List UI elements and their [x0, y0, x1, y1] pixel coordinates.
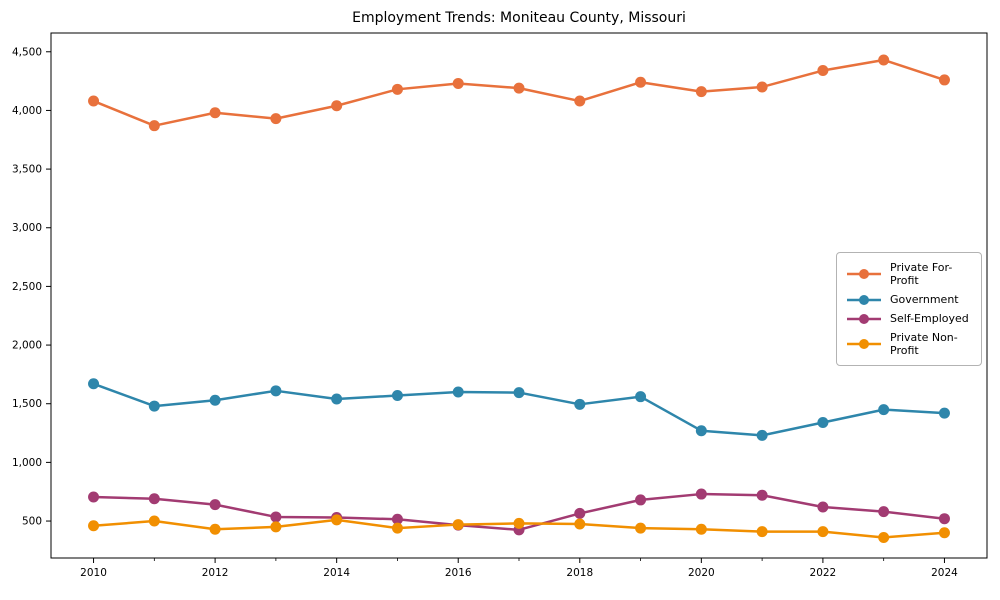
- data-point-private-non-profit-2013: [270, 521, 282, 533]
- x-tick-label: 2010: [80, 567, 107, 579]
- legend-label: Private Non-Profit: [890, 331, 958, 357]
- data-point-private-for-profit-2021: [756, 81, 768, 93]
- data-point-self-employed-2018: [574, 507, 586, 519]
- data-point-government-2019: [635, 391, 647, 403]
- data-point-self-employed-2012: [209, 499, 221, 511]
- legend-entry-private-for-profit: Private For-Profit: [846, 261, 972, 287]
- data-point-self-employed-2011: [148, 493, 160, 505]
- data-point-private-non-profit-2023: [878, 531, 890, 543]
- data-point-government-2024: [938, 407, 950, 419]
- data-point-government-2021: [756, 429, 768, 441]
- legend-line-marker-swatch: [847, 294, 881, 305]
- data-point-private-non-profit-2015: [391, 522, 403, 534]
- data-point-government-2016: [452, 386, 464, 398]
- data-point-private-for-profit-2020: [695, 86, 707, 98]
- data-point-private-for-profit-2012: [209, 107, 221, 119]
- legend-line-marker-swatch: [847, 269, 881, 279]
- data-point-self-employed-2020: [695, 488, 707, 500]
- y-tick-label: 1,500: [12, 398, 42, 410]
- data-point-private-for-profit-2015: [391, 83, 403, 95]
- data-point-private-non-profit-2024: [938, 527, 950, 539]
- data-point-private-non-profit-2016: [452, 519, 464, 531]
- data-point-private-non-profit-2018: [574, 518, 586, 530]
- legend-entry-private-non-profit: Private Non-Profit: [846, 331, 972, 357]
- data-point-government-2011: [148, 400, 160, 412]
- data-point-self-employed-2021: [756, 489, 768, 501]
- data-point-government-2020: [695, 425, 707, 437]
- data-point-private-non-profit-2022: [817, 526, 829, 538]
- data-point-self-employed-2013: [270, 511, 282, 523]
- data-point-private-non-profit-2014: [331, 514, 343, 526]
- y-tick-label: 1,000: [12, 457, 42, 469]
- legend-label: Self-Employed: [890, 312, 969, 325]
- data-point-private-for-profit-2022: [817, 65, 829, 77]
- legend-line-marker-swatch: [847, 313, 881, 324]
- legend-entry-government: Government: [846, 293, 972, 306]
- y-tick-label: 3,000: [12, 222, 42, 234]
- data-point-private-for-profit-2010: [88, 95, 100, 107]
- x-tick-label: 2022: [810, 567, 837, 579]
- data-point-private-for-profit-2018: [574, 95, 586, 107]
- x-tick-label: 2024: [931, 567, 958, 579]
- data-point-private-for-profit-2014: [331, 100, 343, 112]
- data-point-self-employed-2010: [88, 491, 100, 503]
- data-point-private-non-profit-2019: [635, 522, 647, 534]
- data-point-private-non-profit-2012: [209, 523, 221, 535]
- data-point-government-2014: [331, 393, 343, 405]
- chart-legend: Private For-Profit Government Self-Emplo…: [836, 252, 982, 366]
- x-tick-label: 2018: [566, 567, 593, 579]
- data-point-self-employed-2023: [878, 506, 890, 518]
- data-point-private-non-profit-2011: [148, 515, 160, 527]
- y-tick-label: 500: [22, 516, 42, 528]
- data-point-private-non-profit-2010: [88, 520, 100, 532]
- data-point-government-2013: [270, 385, 282, 397]
- data-point-government-2012: [209, 394, 221, 406]
- legend-entry-self-employed: Self-Employed: [846, 312, 972, 325]
- data-point-self-employed-2019: [635, 494, 647, 506]
- data-point-private-for-profit-2016: [452, 77, 464, 89]
- data-point-self-employed-2022: [817, 501, 829, 513]
- legend-line-marker-swatch: [847, 339, 881, 349]
- data-point-self-employed-2015: [391, 513, 403, 525]
- data-point-private-for-profit-2024: [938, 74, 950, 86]
- data-point-private-non-profit-2021: [756, 526, 768, 538]
- x-tick-label: 2020: [688, 567, 715, 579]
- y-tick-label: 3,500: [12, 164, 42, 176]
- data-point-self-employed-2024: [938, 513, 950, 525]
- data-point-government-2015: [391, 390, 403, 402]
- data-point-government-2022: [817, 416, 829, 428]
- x-tick-label: 2014: [323, 567, 350, 579]
- data-point-private-for-profit-2023: [878, 54, 890, 66]
- data-point-private-for-profit-2013: [270, 113, 282, 125]
- x-tick-label: 2016: [445, 567, 472, 579]
- y-tick-label: 4,000: [12, 105, 42, 117]
- data-point-private-for-profit-2017: [513, 82, 525, 94]
- data-point-government-2010: [88, 378, 100, 390]
- y-tick-label: 4,500: [12, 46, 42, 58]
- data-point-private-non-profit-2017: [513, 517, 525, 529]
- data-point-private-for-profit-2019: [635, 76, 647, 88]
- legend-label: Government: [890, 293, 959, 306]
- data-point-government-2018: [574, 398, 586, 410]
- y-tick-label: 2,000: [12, 340, 42, 352]
- data-point-government-2023: [878, 404, 890, 416]
- data-point-private-non-profit-2020: [695, 523, 707, 535]
- data-point-private-for-profit-2011: [148, 120, 160, 132]
- y-tick-label: 2,500: [12, 281, 42, 293]
- legend-label: Private For-Profit: [890, 261, 953, 287]
- x-tick-label: 2012: [202, 567, 229, 579]
- chart-title: Employment Trends: Moniteau County, Miss…: [352, 10, 686, 26]
- data-point-government-2017: [513, 387, 525, 399]
